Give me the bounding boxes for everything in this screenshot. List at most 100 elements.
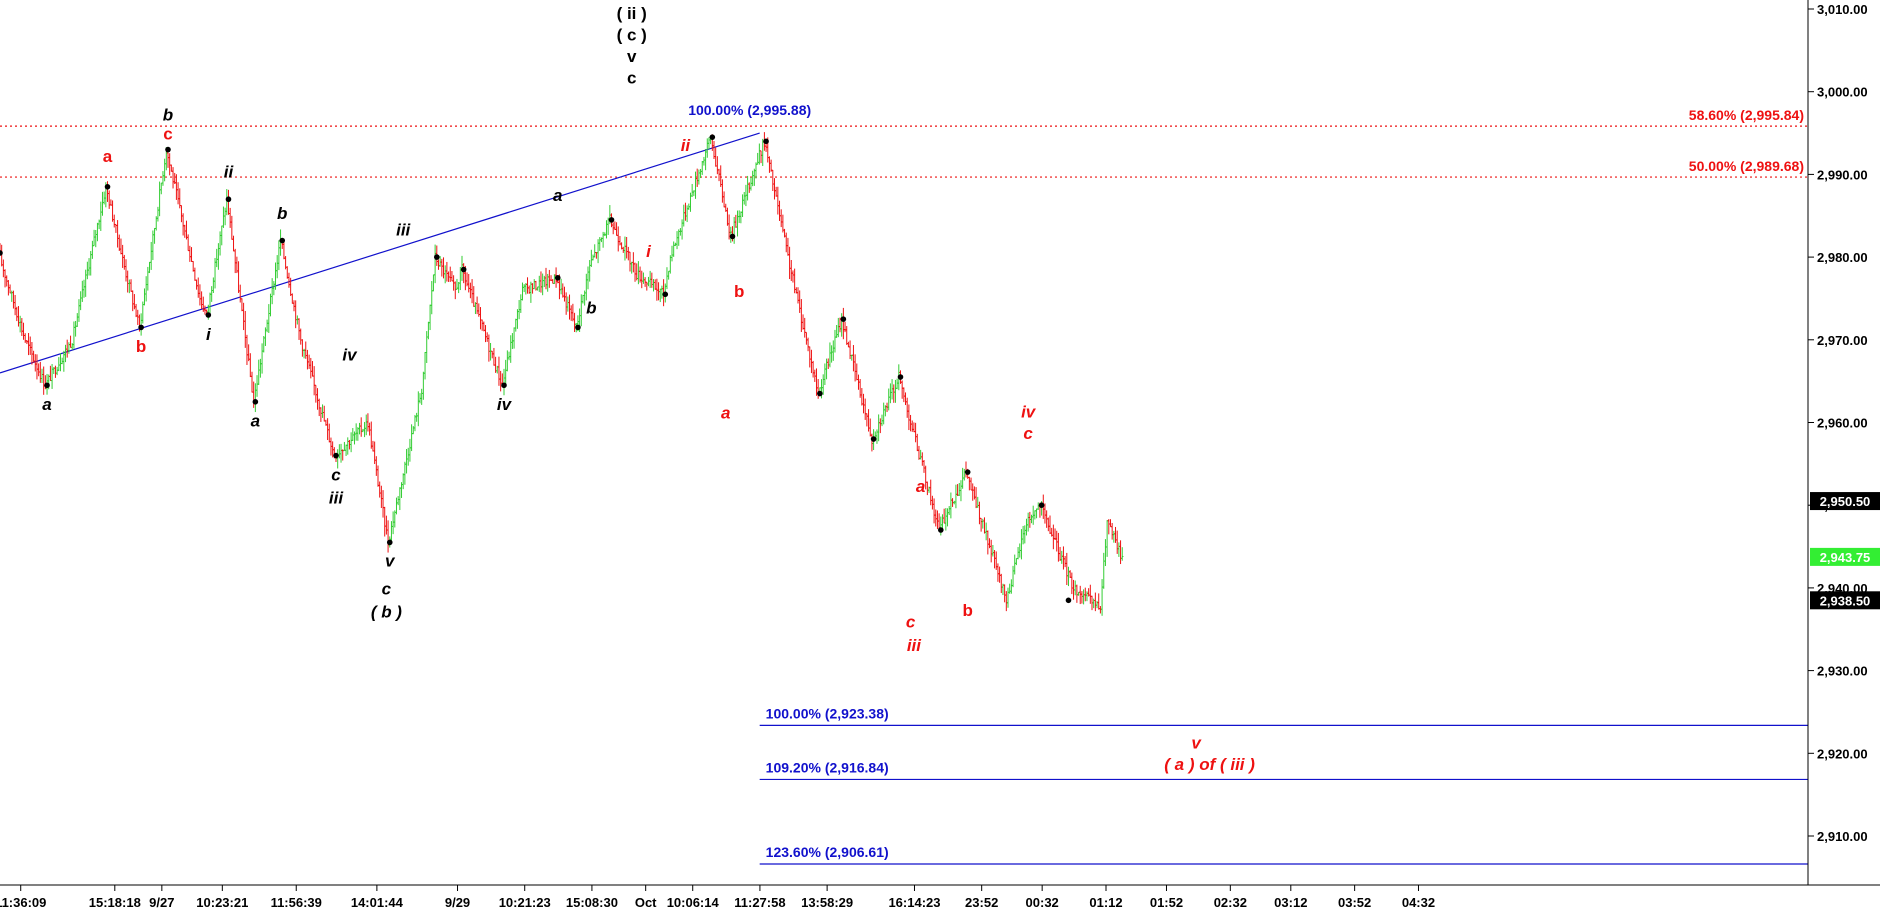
x-tick-label: 15:18:18 (89, 895, 141, 910)
y-tick-label: 2,990.00 (1817, 167, 1868, 182)
wave-label-3: b (163, 106, 173, 125)
fib-levels: 58.60% (2,995.84) 50.00% (2,989.68) 100.00… (0, 107, 1808, 865)
wave-label-30: b (962, 601, 972, 620)
x-tick-label: 00:32 (1026, 895, 1059, 910)
y-tick-label: 2,930.00 (1817, 664, 1868, 679)
wave-label-17: a (553, 186, 562, 205)
x-tick-label: 13:58:29 (801, 895, 853, 910)
fib-level-label-4: 123.60% (2,906.61) (766, 844, 889, 860)
x-tick-label: 15:08:30 (566, 895, 618, 910)
wave-label-27: iv (1021, 403, 1037, 422)
wave-label-9: iii (396, 221, 411, 240)
x-tick-label: 04:32 (1402, 895, 1435, 910)
x-tick-label: 02:32 (1214, 895, 1247, 910)
wave-label-13: v (385, 551, 396, 570)
wave-label-11: c (331, 465, 341, 484)
pivot-dot-5 (205, 312, 212, 318)
pivot-dot-4 (165, 146, 171, 153)
wave-label-5: i (206, 325, 212, 344)
pivot-dot-18 (709, 134, 716, 140)
price-tag-label: 2,950.50 (1820, 494, 1871, 509)
pivot-dot-2 (104, 184, 111, 190)
pivot-dot-15 (575, 324, 581, 331)
wave-label-8: a (251, 412, 260, 431)
price-tag-bg (1810, 547, 1880, 566)
price-tag-label: 2,943.75 (1820, 550, 1871, 565)
x-tick-label: 9/27 (149, 895, 174, 910)
pivot-dot-24 (897, 374, 904, 380)
wave-label-1: a (103, 147, 113, 166)
pivot-dot-16 (608, 217, 615, 223)
x-tick-label: 11:56:39 (271, 895, 322, 910)
pivot-dot-20 (763, 138, 769, 145)
x-tick-label: 16:14:23 (888, 895, 940, 910)
x-tick-label: 03:12 (1274, 895, 1307, 910)
wave-label-21: v (627, 47, 637, 66)
pivot-dot-3 (138, 324, 144, 331)
pivot-dot-19 (729, 233, 736, 240)
pivot-dot-12 (460, 266, 467, 273)
x-tick-label: 01:12 (1089, 895, 1122, 910)
pivot-dot-9 (333, 452, 339, 459)
x-tick-label: Oct (635, 895, 657, 910)
wave-label-4: c (163, 125, 172, 144)
wave-label-2: b (136, 337, 146, 356)
wave-label-29: a (916, 477, 925, 496)
fib-level-label-0: 58.60% (2,995.84) (1689, 107, 1804, 123)
x-tick-label: 9/29 (445, 895, 470, 910)
pivot-dot-23 (870, 436, 877, 442)
fib-level-label-3: 109.20% (2,916.84) (766, 759, 889, 775)
fib-level-label-2: 100.00% (2,923.38) (766, 705, 889, 721)
wave-label-19: ( ii ) (617, 4, 647, 23)
trendline (0, 132, 760, 374)
y-tick-label: 2,970.00 (1817, 333, 1868, 348)
x-tick-label: 01:52 (1150, 895, 1183, 910)
wave-label-23: i (646, 242, 652, 261)
pivot-dot-22 (840, 316, 847, 322)
wave-label-24: ii (681, 136, 692, 155)
x-tick-label: 14:01:44 (351, 895, 404, 910)
y-tick-label: 2,910.00 (1817, 829, 1868, 844)
x-tick-label: 10:21:23 (499, 895, 551, 910)
y-tick-label: 2,960.00 (1817, 416, 1868, 431)
pivot-dot-0 (0, 250, 3, 256)
pivot-dot-10 (386, 539, 393, 546)
pivot-dot-26 (964, 469, 971, 475)
wave-label-34: ( a ) of ( iii ) (1164, 755, 1255, 774)
x-tick-label: 11:27:58 (734, 895, 785, 910)
trendline-label: 100.00% (2,995.88) (688, 102, 811, 118)
wave-label-18: b (586, 298, 596, 317)
wave-label-14: c (382, 580, 392, 599)
x-tick-label: 11:36:09 (0, 895, 46, 910)
pivot-dot-1 (44, 382, 50, 389)
pivot-dot-13 (501, 382, 507, 389)
y-tick-label: 2,980.00 (1817, 250, 1868, 265)
pivot-dot-21 (817, 390, 823, 397)
pivot-dot-27 (1038, 502, 1045, 509)
y-tick-label: 2,920.00 (1817, 746, 1868, 761)
pivot-dot-28 (1065, 597, 1072, 604)
pivot-dot-14 (554, 274, 561, 281)
pivot-dot-11 (434, 254, 440, 260)
pivot-dot-7 (252, 399, 259, 405)
x-tick-label: 10:23:21 (196, 895, 248, 910)
y-tick-label: 3,010.00 (1817, 2, 1868, 17)
wave-label-15: ( b ) (371, 603, 402, 622)
price-bars (0, 132, 1124, 616)
pivot-dot-8 (279, 237, 286, 244)
wave-label-25: b (734, 282, 744, 301)
pivot-dot-17 (662, 291, 669, 298)
wave-label-32: iii (907, 636, 922, 655)
pivot-dot-6 (225, 196, 232, 203)
x-tick-label: 03:52 (1338, 895, 1371, 910)
price-tag-bg (1810, 591, 1880, 610)
x-tick-label: 10:06:14 (667, 895, 720, 910)
trendline-group: 100.00% (2,995.88) (0, 102, 811, 374)
wave-label-22: c (627, 68, 636, 87)
wave-label-7: b (277, 204, 287, 223)
fib-level-label-1: 50.00% (2,989.68) (1689, 158, 1804, 174)
